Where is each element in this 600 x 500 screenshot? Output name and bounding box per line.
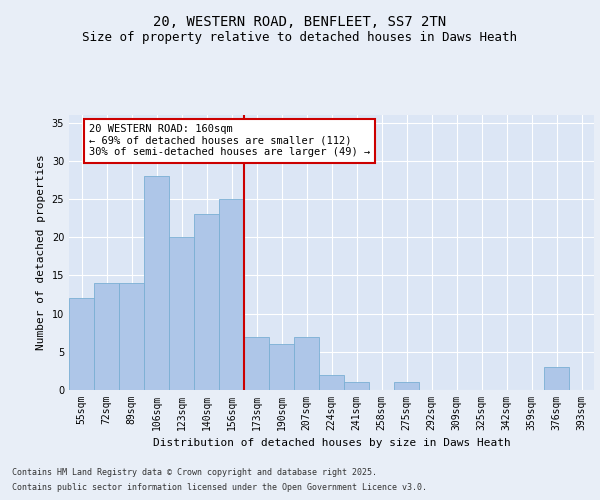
Bar	[344, 382, 369, 390]
Bar	[69, 298, 94, 390]
Text: 20 WESTERN ROAD: 160sqm
← 69% of detached houses are smaller (112)
30% of semi-d: 20 WESTERN ROAD: 160sqm ← 69% of detache…	[89, 124, 370, 158]
Text: 20, WESTERN ROAD, BENFLEET, SS7 2TN: 20, WESTERN ROAD, BENFLEET, SS7 2TN	[154, 16, 446, 30]
Bar	[169, 237, 194, 390]
Bar	[119, 283, 144, 390]
Text: Contains public sector information licensed under the Open Government Licence v3: Contains public sector information licen…	[12, 483, 427, 492]
Bar	[194, 214, 219, 390]
Y-axis label: Number of detached properties: Number of detached properties	[36, 154, 46, 350]
Bar	[319, 374, 344, 390]
Bar	[269, 344, 294, 390]
X-axis label: Distribution of detached houses by size in Daws Heath: Distribution of detached houses by size …	[152, 438, 511, 448]
Bar	[544, 367, 569, 390]
Text: Size of property relative to detached houses in Daws Heath: Size of property relative to detached ho…	[83, 31, 517, 44]
Bar	[394, 382, 419, 390]
Bar	[244, 336, 269, 390]
Bar	[219, 199, 244, 390]
Bar	[144, 176, 169, 390]
Bar	[94, 283, 119, 390]
Bar	[294, 336, 319, 390]
Text: Contains HM Land Registry data © Crown copyright and database right 2025.: Contains HM Land Registry data © Crown c…	[12, 468, 377, 477]
